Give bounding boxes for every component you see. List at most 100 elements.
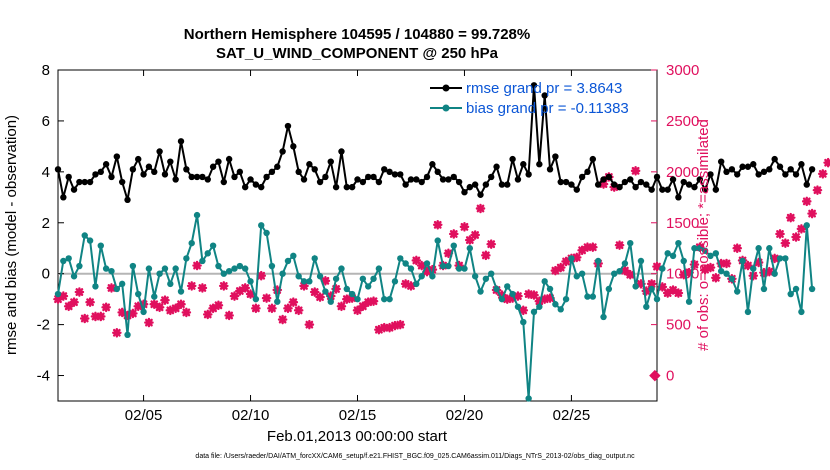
rmse-point (386, 168, 393, 176)
bias-point (520, 318, 527, 326)
rmse-point (215, 158, 222, 165)
bias-point (54, 290, 62, 298)
bias-point (723, 270, 730, 277)
obs-marker-stroke (551, 266, 560, 275)
bias-point (739, 257, 746, 265)
legend-marker (442, 84, 450, 92)
rmse-point (316, 178, 324, 186)
rmse-point (766, 166, 773, 173)
bias-point (498, 295, 506, 303)
obs-assimilated-marker (149, 299, 160, 310)
bias-point (616, 267, 623, 275)
obs-assimilated-marker (513, 291, 523, 301)
bias-point (391, 278, 399, 285)
bias-point (471, 273, 479, 280)
obs-marker-stroke (241, 284, 250, 292)
bias-point (252, 295, 260, 303)
obs-marker-stroke (54, 295, 62, 304)
bias-point (183, 255, 190, 262)
rmse-point (611, 181, 618, 188)
bias-point (397, 255, 404, 262)
rmse-point (263, 173, 270, 181)
obs-marker-stroke (818, 169, 827, 178)
bias-point (236, 262, 244, 270)
bias-point (418, 273, 425, 280)
right-y-axis-label: # of obs: o=possible; *=assimilated (695, 119, 712, 351)
obs-assimilated-marker (90, 311, 101, 322)
bias-point (354, 295, 361, 303)
rmse-point (193, 173, 201, 181)
rmse-point (739, 163, 746, 170)
rmse-point (717, 158, 725, 165)
bias-point (669, 252, 677, 260)
obs-marker-stroke (161, 296, 169, 305)
obs-marker-stroke (674, 289, 683, 297)
legend-entry: rmse grand pr = 3.8643 (466, 80, 622, 97)
obs-assimilated-marker (69, 297, 79, 308)
obs-marker-stroke (321, 276, 330, 285)
obs-marker-stroke (300, 282, 308, 290)
obs-marker-stroke (786, 213, 795, 222)
obs-marker-stroke (808, 209, 816, 218)
obs-assimilated-marker (218, 281, 229, 291)
obs-assimilated-marker (668, 285, 678, 295)
rmse-point (504, 181, 511, 188)
obs-marker-stroke (562, 257, 570, 266)
bias-point (701, 247, 709, 254)
rmse-point (370, 173, 377, 181)
obs-marker-stroke (177, 300, 185, 309)
bias-point (691, 245, 698, 252)
left-y-tick-label: -4 (37, 368, 50, 385)
bias-point (65, 255, 72, 262)
rmse-point (466, 183, 474, 191)
bias-point (696, 245, 703, 252)
bias-point (193, 211, 201, 219)
rmse-point (129, 166, 137, 173)
bias-point (450, 242, 457, 249)
obs-marker-stroke (262, 294, 271, 303)
bias-point (594, 257, 602, 265)
obs-assimilated-marker (470, 230, 480, 240)
rmse-point (493, 163, 500, 170)
bias-point (70, 273, 78, 280)
bias-point (509, 290, 516, 298)
bias-point (573, 273, 580, 280)
bias-point (627, 239, 634, 247)
bias-point (664, 250, 671, 257)
obs-marker-stroke (802, 197, 811, 206)
obs-assimilated-marker (486, 239, 497, 249)
bias-point (263, 229, 270, 237)
rmse-point (135, 155, 142, 163)
rmse-point (311, 166, 318, 173)
bias-point (156, 270, 163, 277)
rmse-point (348, 183, 356, 191)
obs-assimilated-marker (796, 224, 807, 234)
rmse-point (616, 183, 623, 191)
obs-assimilated-marker (224, 310, 234, 321)
bias-point (161, 265, 169, 272)
obs-assimilated-marker (780, 238, 791, 248)
rmse-point (274, 163, 281, 170)
rmse-point (391, 171, 399, 178)
rmse-point (102, 161, 110, 168)
bias-point (81, 232, 88, 239)
obs-assimilated-marker (791, 232, 801, 242)
bias-point (386, 295, 393, 303)
obs-assimilated-marker (267, 303, 277, 314)
rmse-point (86, 178, 94, 186)
rmse-point (70, 186, 78, 193)
bias-point (290, 252, 297, 260)
rmse-point (792, 171, 800, 178)
bias-point (546, 285, 554, 293)
obs-assimilated-marker (235, 286, 245, 296)
bias-point (118, 280, 126, 288)
rmse-point (696, 176, 703, 183)
rmse-point (423, 173, 431, 181)
obs-assimilated-marker (181, 307, 192, 318)
obs-marker-stroke (481, 251, 490, 260)
obs-assimilated-marker (186, 281, 197, 291)
obs-marker-stroke (219, 282, 228, 290)
rmse-point (60, 194, 67, 201)
bias-point (402, 260, 409, 267)
